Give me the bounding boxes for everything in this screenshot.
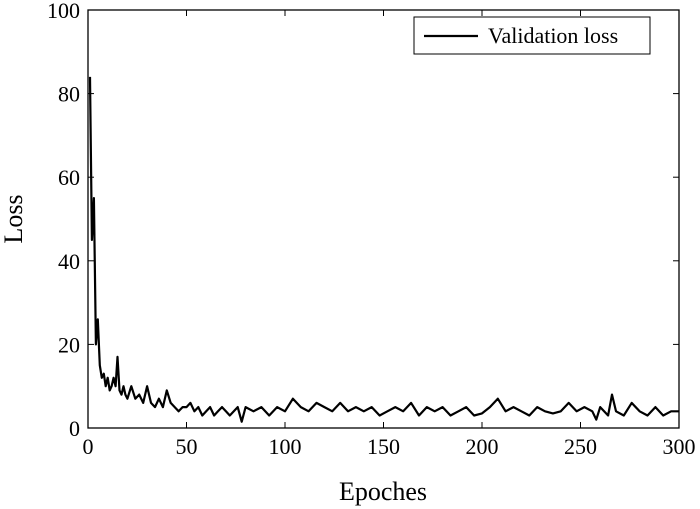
- y-tick-label: 0: [69, 416, 80, 441]
- plot-area: [87, 9, 680, 429]
- x-axis-title: Epoches: [339, 477, 427, 506]
- y-axis-title: Loss: [0, 194, 28, 243]
- x-tick-label: 50: [176, 434, 198, 459]
- x-tick-label: 200: [466, 434, 499, 459]
- legend-label: Validation loss: [488, 23, 618, 48]
- y-axis-ticks: 0 20 40 60 80 100: [47, 0, 679, 441]
- x-axis-ticks: 0 50 100 150 200 250 300: [83, 10, 696, 459]
- x-tick-label: 100: [269, 434, 302, 459]
- y-tick-label: 100: [47, 0, 80, 23]
- y-tick-label: 40: [58, 249, 80, 274]
- y-tick-label: 20: [58, 332, 80, 357]
- x-tick-label: 150: [367, 434, 400, 459]
- y-tick-label: 60: [58, 165, 80, 190]
- validation-loss-line: [88, 76, 679, 423]
- x-tick-label: 0: [83, 434, 94, 459]
- x-tick-label: 250: [564, 434, 597, 459]
- x-tick-label: 300: [663, 434, 696, 459]
- y-tick-label: 80: [58, 82, 80, 107]
- legend: Validation loss: [413, 16, 651, 55]
